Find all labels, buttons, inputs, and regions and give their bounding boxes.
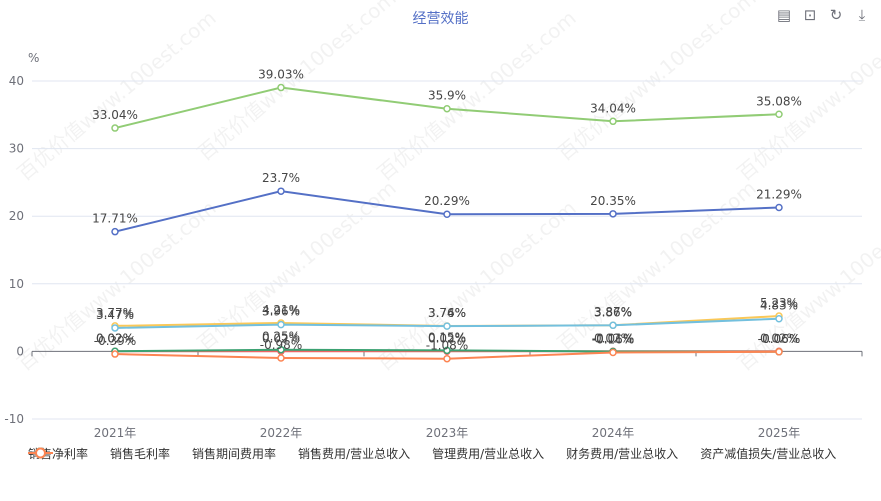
data-label: -0.16% xyxy=(592,332,634,346)
download-icon[interactable]: ⤓ xyxy=(858,6,866,24)
data-point xyxy=(443,354,451,363)
data-label: 0.25% xyxy=(262,330,300,344)
data-point xyxy=(111,350,119,358)
legend-label: 财务费用/营业总收入 xyxy=(566,446,679,461)
data-point xyxy=(443,322,451,330)
data-point xyxy=(775,348,783,356)
data-point xyxy=(609,117,617,126)
data-point xyxy=(609,348,617,357)
legend-item[interactable]: 销售毛利率 xyxy=(28,446,171,461)
data-label: 23.7% xyxy=(262,171,300,185)
legend-item[interactable]: 财务费用/营业总收入 xyxy=(28,446,679,461)
data-label: 0.02% xyxy=(760,331,798,345)
data-label: 3.86% xyxy=(594,305,632,319)
data-label: 0.02% xyxy=(96,331,134,345)
data-point xyxy=(277,187,285,195)
legend-marker-icon xyxy=(28,447,53,459)
data-label: -0.39% xyxy=(94,334,136,348)
data-label: 3.96% xyxy=(262,305,300,319)
data-label: 3.87% xyxy=(594,305,632,319)
data-label: 21.29% xyxy=(756,187,802,201)
x-tick-label: 2024年 xyxy=(592,426,635,440)
legend-item[interactable]: 资产减值损失/营业总收入 xyxy=(28,446,837,461)
chart-title: 经营效能 xyxy=(412,11,469,27)
y-tick-label: 10 xyxy=(9,277,24,291)
data-label: 17.71% xyxy=(92,212,138,226)
data-label: 34.04% xyxy=(590,101,636,115)
y-tick-label: -10 xyxy=(4,412,24,426)
data-label: 20.29% xyxy=(424,194,470,208)
data-label: -0.98% xyxy=(260,338,302,352)
data-point xyxy=(775,110,783,119)
data-point xyxy=(443,210,451,218)
y-tick-label: 20 xyxy=(9,209,24,223)
data-point xyxy=(775,314,783,323)
refresh-icon[interactable]: ↻ xyxy=(829,6,843,24)
legend-label: 销售毛利率 xyxy=(110,446,171,461)
y-axis-unit: % xyxy=(28,51,40,65)
data-label: 0.02% xyxy=(262,331,300,345)
restore-icon[interactable]: ⊡ xyxy=(803,6,817,24)
data-view-icon[interactable]: ▤ xyxy=(776,6,792,24)
data-point xyxy=(277,354,285,362)
data-point xyxy=(111,124,119,132)
data-point xyxy=(775,203,783,212)
data-label: -0.01% xyxy=(592,331,634,345)
data-label: 3.77% xyxy=(96,306,134,320)
data-label: 20.35% xyxy=(590,194,636,208)
data-point xyxy=(443,346,451,355)
data-point xyxy=(277,345,285,354)
x-tick-label: 2025年 xyxy=(758,426,801,440)
legend-label: 销售费用/营业总收入 xyxy=(298,446,411,461)
x-tick-label: 2023年 xyxy=(426,426,469,440)
data-point xyxy=(277,83,285,92)
data-point xyxy=(609,210,617,218)
data-point xyxy=(277,320,285,329)
x-tick-label: 2021年 xyxy=(94,426,137,440)
data-label: 35.9% xyxy=(428,89,466,103)
data-label: 4.21% xyxy=(262,303,300,317)
x-tick-label: 2022年 xyxy=(260,426,303,440)
data-label: 4.83% xyxy=(760,299,798,313)
data-label: -0.06% xyxy=(758,332,800,346)
y-tick-label: 0 xyxy=(16,344,24,358)
data-label: 33.04% xyxy=(92,108,138,122)
y-tick-label: 30 xyxy=(9,142,24,156)
data-point xyxy=(111,324,119,332)
data-label: -1.08% xyxy=(426,339,468,353)
chart-legend: 销售净利率 销售毛利率 销售期间费用率 销售费用/营业总收入 管理费用/营业总收入 财务费… xyxy=(28,446,878,461)
legend-label: 管理费用/营业总收入 xyxy=(432,446,545,461)
data-label: 0.02% xyxy=(96,331,134,345)
data-label: 0.02% xyxy=(594,331,632,345)
data-label: -0.06% xyxy=(758,332,800,346)
data-label: 5.23% xyxy=(760,296,798,310)
data-point xyxy=(111,227,119,236)
data-label: 35.08% xyxy=(756,94,802,108)
data-label: 39.03% xyxy=(258,68,304,82)
legend-item[interactable]: 销售费用/营业总收入 xyxy=(28,446,411,461)
legend-label: 销售期间费用率 xyxy=(192,446,277,461)
legend-item[interactable]: 销售期间费用率 xyxy=(28,446,277,461)
data-label: 3.74% xyxy=(428,306,466,320)
y-tick-label: 40 xyxy=(9,74,24,88)
chart-toolbox: ▤ ⊡ ↻ ⤓ xyxy=(775,6,871,24)
data-label: 0.15% xyxy=(428,330,466,344)
legend-item[interactable]: 管理费用/营业总收入 xyxy=(28,446,545,461)
data-label: 3.76% xyxy=(428,306,466,320)
data-label: 0.02% xyxy=(428,331,466,345)
data-point xyxy=(609,321,617,330)
legend-label: 资产减值损失/营业总收入 xyxy=(700,446,837,461)
data-label: 3.47% xyxy=(96,308,134,322)
data-point xyxy=(443,104,451,113)
